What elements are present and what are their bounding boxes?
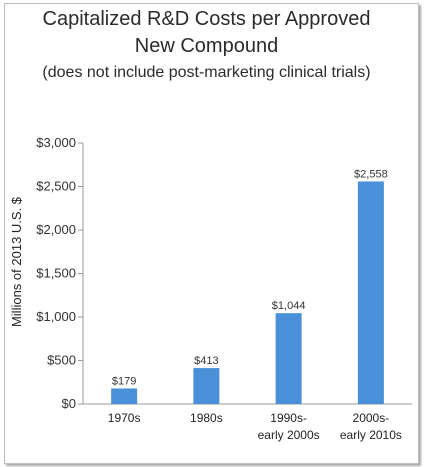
- y-tick-label: $1,500: [36, 266, 76, 281]
- data-label: $179: [112, 375, 136, 387]
- y-tick-label: $2,000: [36, 222, 76, 237]
- data-label: $413: [194, 355, 218, 367]
- x-tick-label: early 2000s: [258, 428, 320, 442]
- data-label: $2,558: [354, 168, 388, 180]
- x-tick-label: 1970s: [108, 411, 141, 425]
- y-tick-label: $3,000: [36, 135, 76, 150]
- y-tick-label: $2,500: [36, 179, 76, 194]
- data-label: $1,044: [272, 300, 306, 312]
- x-tick-label: early 2010s: [340, 428, 402, 442]
- y-tick-label: $0: [62, 396, 76, 411]
- x-tick-label: 1990s-: [270, 411, 307, 425]
- bar: [193, 368, 220, 404]
- bar: [111, 388, 138, 404]
- chart-subtitle: (does not include post-marketing clinica…: [42, 64, 371, 81]
- bars: [111, 181, 384, 404]
- bar: [275, 313, 302, 404]
- y-tick-label: $1,000: [36, 309, 76, 324]
- x-tick-label: 2000s-: [353, 411, 390, 425]
- bar: [357, 181, 384, 404]
- x-tick-label: 1980s: [190, 411, 223, 425]
- y-axis-title: Millions of 2013 U.S. $: [9, 196, 24, 327]
- axes: [78, 142, 412, 405]
- y-tick-label: $500: [47, 353, 76, 368]
- chart-title-line2: New Compound: [134, 35, 279, 57]
- labels: $0 $500 $1,000 $1,500 $2,000 $2,500 $3,000 $179…: [36, 135, 402, 442]
- chart-title: Capitalized R&D Costs per Approved: [42, 8, 371, 30]
